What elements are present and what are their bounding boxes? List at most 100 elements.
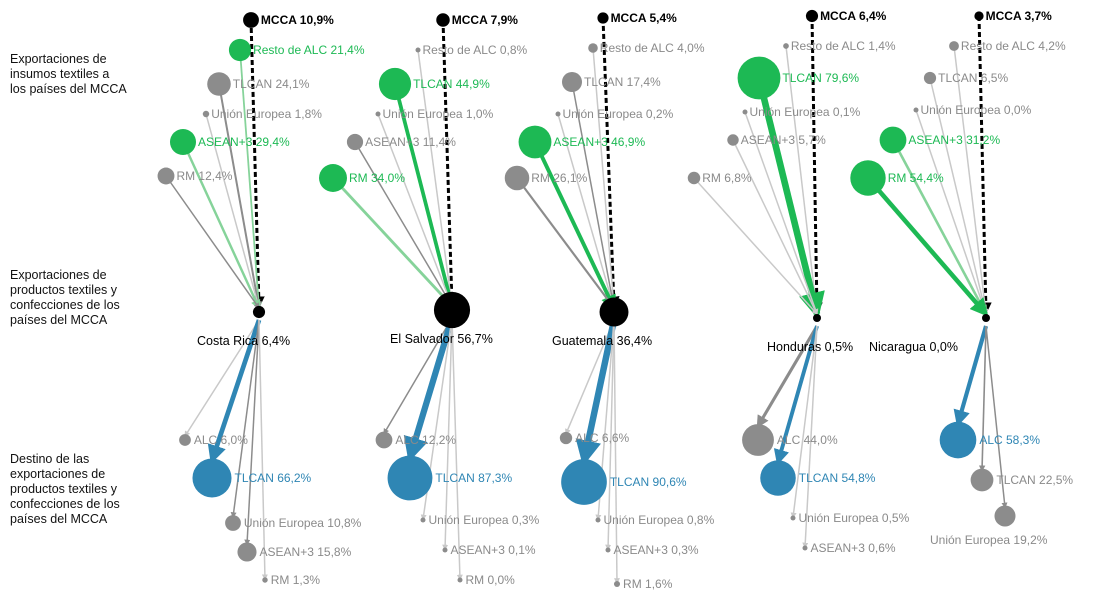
destination-flow-line [790,325,818,519]
origin-label: RM 6,8% [702,171,752,185]
origin-label: MCCA 5,4% [611,11,678,25]
destination-node [179,434,191,446]
origin-label: Unión Europea 0,2% [563,107,674,121]
origin-label: Resto de ALC 0,8% [423,43,528,57]
destination-node [387,455,433,501]
origin-node [157,167,175,185]
destination-label: ASEAN+3 0,3% [614,543,699,557]
origin-flow-line [441,19,458,307]
origin-flow-line [533,141,616,311]
destination-label: TLCAN 22,5% [996,473,1073,487]
origin-label: Unión Europea 0,0% [921,103,1032,117]
country-hub-node [813,314,821,322]
origin-node [913,107,919,113]
country-group: MCCA 3,7% Resto de ALC 4,2% TLCAN 6,5% Unió… [850,9,1073,547]
country-label: El Salvador 56,7% [390,332,493,346]
origin-node [737,56,781,100]
country-group: MCCA 6,4% Resto de ALC 1,4% TLCAN 79,6% Uni… [687,9,910,555]
origin-node [561,71,583,93]
origin-label: ASEAN+3 46,9% [553,135,645,149]
origin-node [228,38,252,62]
origin-node [319,164,347,192]
origin-label: MCCA 7,9% [452,13,519,27]
origin-label: Resto de ALC 1,4% [791,39,896,53]
country-hub-node [433,291,471,329]
origin-label: Resto de ALC 4,2% [961,39,1066,53]
destination-flow-line [613,319,620,585]
destination-flow-line [230,319,260,519]
destination-flow-line [605,319,615,551]
destination-node [457,577,463,583]
origin-node [555,111,561,117]
destination-flow-line [985,325,1008,509]
origin-label: ASEAN+3 5,7% [741,133,826,147]
origin-label: TLCAN 17,4% [584,75,661,89]
destination-label: TLCAN 66,2% [235,471,312,485]
origin-flow-line [377,113,454,308]
destination-flow-line [773,325,819,466]
destination-flow-line [978,325,987,472]
origin-node [518,125,552,159]
destination-label: ALC 6,6% [575,431,629,445]
destination-label: ALC 6,0% [194,433,248,447]
origin-label: RM 54,4% [888,171,944,185]
row-label-destinations: Destino de las exportaciones de producto… [10,452,120,526]
destination-node [192,458,232,498]
origin-node [805,9,819,23]
origin-flow-line [953,45,989,316]
origin-flow-line [239,49,263,310]
destination-label: RM 0,0% [466,573,516,587]
origin-node [436,13,450,27]
destination-label: Unión Europea 0,5% [799,511,910,525]
destination-node [225,515,241,531]
destination-flow-line [244,319,260,546]
destination-label: Unión Europea 0,3% [429,513,540,527]
origin-label: MCCA 3,7% [986,9,1053,23]
origin-flow-line [181,141,261,310]
origin-node [597,12,609,24]
destination-node [237,542,257,562]
origin-flow-line [331,177,454,308]
origin-flow-line [601,17,620,309]
origin-node [783,43,789,49]
destination-node [442,547,448,553]
origin-flow-line [732,139,818,316]
origin-flow-line [810,15,823,315]
country-group: MCCA 10,9% Resto de ALC 21,4% TLCAN 24,1% U… [157,12,365,587]
destination-label: TLCAN 54,8% [799,471,876,485]
origin-flow-line [218,83,262,310]
destination-node [375,431,393,449]
origin-node [923,71,937,85]
destination-label: Unión Europea 10,8% [244,516,362,530]
origin-label: ASEAN+3 11,4% [365,135,456,149]
origin-flow-line [693,177,818,315]
destination-label: RM 1,6% [623,577,673,591]
destination-flow-line [383,317,453,435]
origin-node [243,12,259,28]
origin-node [202,110,210,118]
destination-flow-line [565,319,615,435]
origin-label: Resto de ALC 4,0% [600,41,705,55]
origin-label: Unión Europea 1,0% [383,107,494,121]
destination-label: ALC 12,2% [395,433,456,447]
country-label: Honduras 0,5% [767,340,853,354]
country-hub-node [599,297,629,327]
origin-label: MCCA 6,4% [820,9,887,23]
origin-label: ASEAN+3 29,4% [198,135,290,149]
origin-flow-line [393,83,457,309]
origin-label: Resto de ALC 21,4% [253,43,365,57]
country-hub-node [252,305,266,319]
origin-node [207,72,231,96]
origin-label: RM 34,0% [349,171,405,185]
country-hub-node [982,314,990,322]
destination-label: ASEAN+3 15,8% [260,545,352,559]
destination-node [561,459,607,505]
origin-node [378,67,412,101]
destination-node [790,515,796,521]
origin-label: Unión Europea 0,1% [750,105,861,119]
destination-label: RM 1,3% [271,573,321,587]
destination-label: ASEAN+3 0,6% [811,541,896,555]
origin-flow-line [891,139,988,316]
destination-flow-line [184,319,260,438]
